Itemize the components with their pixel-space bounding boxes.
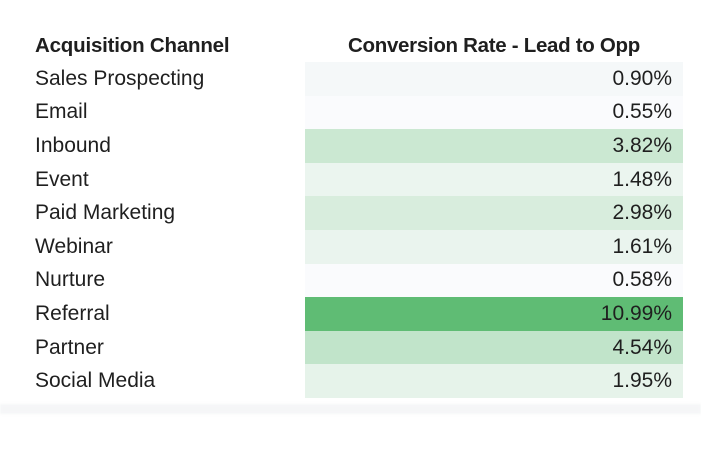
table-row: Partner 4.54% (35, 330, 683, 365)
channel-cell: Email (35, 100, 88, 124)
rate-cell: 0.90% (305, 62, 683, 96)
channel-cell: Social Media (35, 369, 156, 393)
table-row: Referral 10.99% (35, 297, 683, 331)
channel-cell: Paid Marketing (35, 201, 176, 225)
channel-cell: Webinar (35, 234, 113, 258)
channel-cell: Sales Prospecting (35, 66, 205, 90)
table-row: Event 1.48% (35, 162, 683, 197)
rate-cell: 0.55% (305, 95, 683, 130)
table-row: Nurture 0.58% (35, 263, 683, 298)
table-row: Sales Prospecting 0.90% (35, 62, 683, 96)
rate-column-header: Conversion Rate - Lead to Opp (348, 33, 640, 57)
rate-cell: 1.48% (305, 162, 683, 197)
rate-cell: 4.54% (305, 330, 683, 365)
channel-cell: Inbound (35, 133, 111, 157)
channel-cell: Nurture (35, 268, 106, 292)
rate-cell: 1.95% (305, 364, 683, 398)
rate-cell: 0.58% (305, 263, 683, 298)
channel-cell: Referral (35, 301, 110, 325)
rate-cell: 1.61% (305, 229, 683, 264)
table-row: Paid Marketing 2.98% (35, 196, 683, 230)
channel-cell: Event (35, 167, 89, 191)
conversion-rate-table: Acquisition Channel Conversion Rate - Le… (35, 29, 683, 398)
rate-cell: 10.99% (305, 297, 683, 331)
channel-cell: Partner (35, 335, 104, 359)
table-row: Social Media 1.95% (35, 364, 683, 398)
table-row: Email 0.55% (35, 95, 683, 130)
table-row: Inbound 3.82% (35, 129, 683, 163)
channel-column-header: Acquisition Channel (35, 33, 230, 57)
bottom-shadow-band (0, 404, 701, 414)
rate-cell: 2.98% (305, 196, 683, 230)
table-header-row: Acquisition Channel Conversion Rate - Le… (35, 29, 683, 62)
table-row: Webinar 1.61% (35, 229, 683, 264)
rate-cell: 3.82% (305, 129, 683, 163)
table-body: Sales Prospecting 0.90% Email 0.55% Inbo… (35, 62, 683, 398)
